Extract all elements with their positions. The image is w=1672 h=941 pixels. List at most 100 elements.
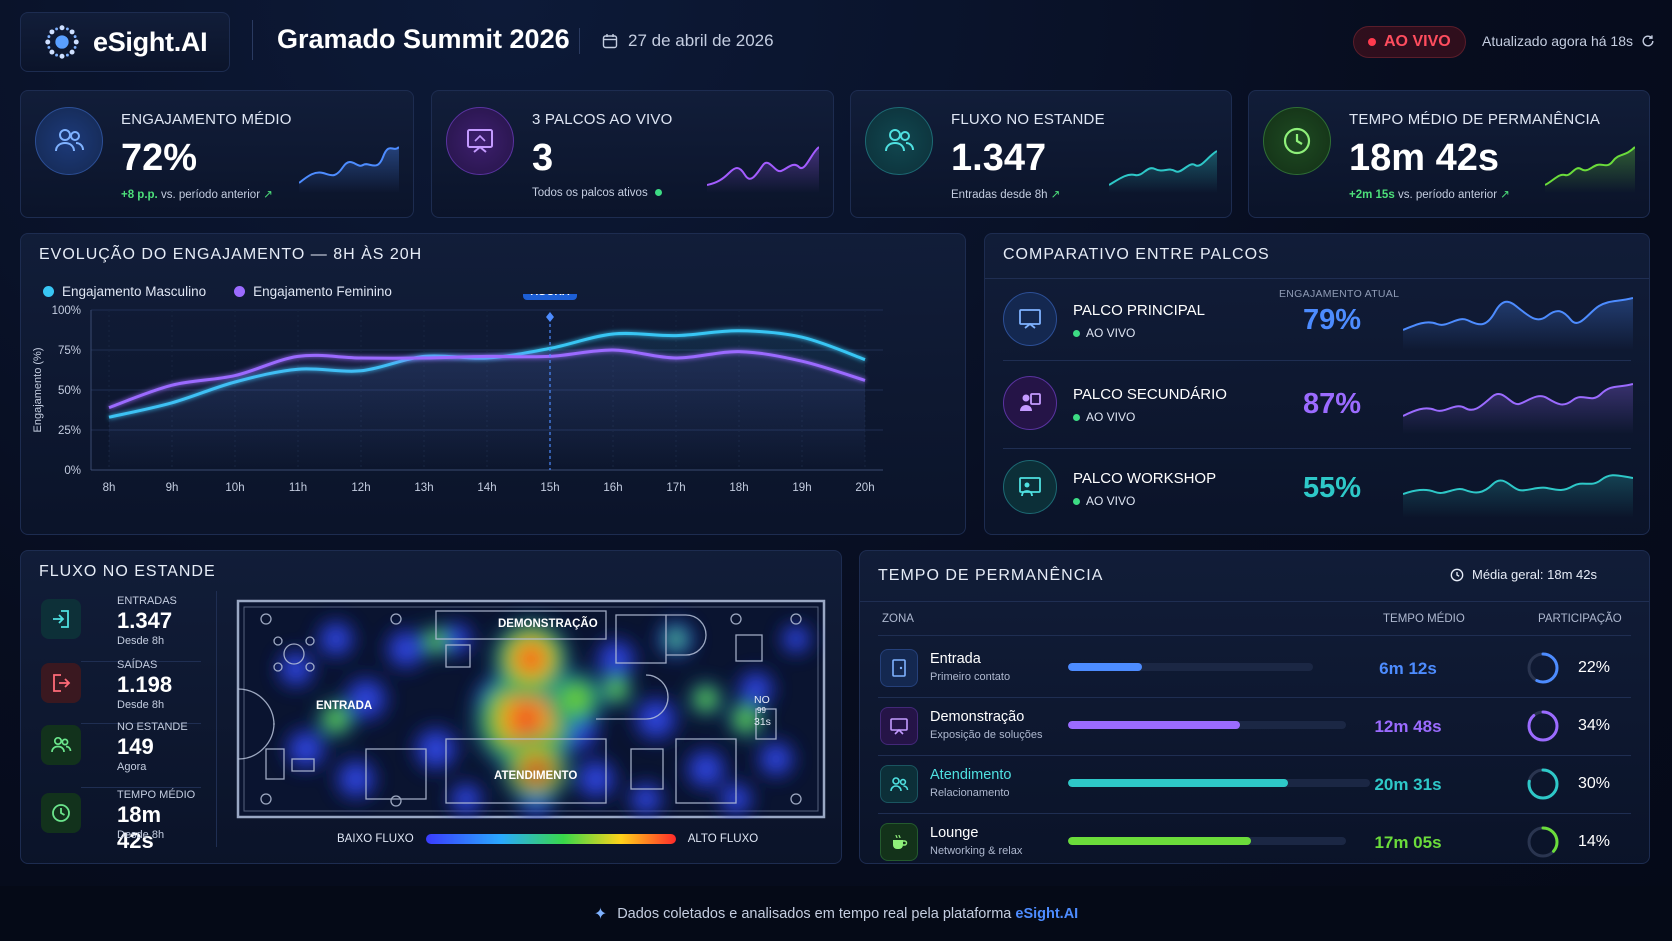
share-ring-fill [1527,710,1559,742]
time-bar [1068,663,1313,671]
divider [878,755,1631,756]
table-row[interactable]: Demonstração Exposição de soluções 12m 4… [878,697,1631,755]
zone-label-service: ATENDIMENTO [494,770,577,782]
chart-legend: Engajamento Masculino Engajamento Femini… [43,284,392,299]
flow-stat-sub: Desde 8h [117,829,165,841]
stage-row-main[interactable]: PALCO PRINCIPAL AO VIVO 79% [1003,278,1633,360]
legend-item-female[interactable]: Engajamento Feminino [234,284,392,299]
stage-name: PALCO WORKSHOP [1073,470,1217,487]
y-axis-label: Engajamento (%) [32,348,44,433]
stage-status: AO VIVO [1073,410,1135,424]
zone-name: Demonstração [930,709,1025,725]
stage-status: AO VIVO [1073,494,1135,508]
divider [1003,448,1631,449]
kpi-delta: +8 p.p. [121,189,158,201]
visitors-icon [865,107,933,175]
zone-label-31s: 31s [754,716,771,728]
zone-desc: Exposição de soluções [930,729,1043,741]
live-label: AO VIVO [1384,33,1451,50]
time-bar [1068,721,1346,729]
x-tick-label: 18h [729,482,748,494]
stage-sparkline [1403,297,1633,350]
x-tick-label: 10h [225,482,244,494]
zone-desc: Relacionamento [930,787,1010,799]
refresh-status[interactable]: Atualizado agora há 18s [1482,33,1655,49]
workshop-board-icon [1003,460,1057,514]
kpi-card-dwell-time[interactable]: TEMPO MÉDIO DE PERMANÊNCIA 18m 42s +2m 1… [1248,90,1650,218]
divider [1003,360,1631,361]
trend-up-icon: ↗ [263,189,273,201]
stage-status-label: AO VIVO [1086,410,1136,424]
col-zone: ZONA [882,613,914,625]
time-bar-fill [1068,721,1241,729]
coffee-cup-icon [880,823,918,861]
divider [860,601,1649,602]
stage-status-label: AO VIVO [1086,494,1136,508]
kpi-value: 1.347 [951,137,1047,179]
people-icon [880,765,918,803]
table-row[interactable]: Entrada Primeiro contato 6m 12s 22% [878,639,1631,697]
refresh-icon[interactable] [1641,34,1655,48]
legend-label: Engajamento Masculino [62,284,207,299]
clock-icon [1263,107,1331,175]
zone-share: 30% [1578,775,1611,792]
stand-flow-title: FLUXO NO ESTANDE [39,563,216,580]
legend-item-male[interactable]: Engajamento Masculino [43,284,206,299]
zone-label-demo: DEMONSTRAÇÃO [498,617,598,630]
kpi-subtitle: +2m 15s vs. período anterior ↗ [1349,187,1510,201]
kpi-card-engagement[interactable]: ENGAJAMENTO MÉDIO 72% +8 p.p. vs. períod… [20,90,414,218]
flow-stat-sub: Desde 8h [117,699,165,711]
updated-text: Atualizado agora há 18s [1482,33,1633,49]
flow-stat-label: TEMPO MÉDIO [117,789,196,801]
zone-desc: Networking & relax [930,845,1023,857]
x-tick-label: 17h [666,482,685,494]
footer-text: Dados coletados e analisados em tempo re… [617,906,1078,922]
trend-up-icon: ↗ [1500,189,1510,201]
kpi-sparkline [1545,146,1635,193]
kpi-card-flow[interactable]: FLUXO NO ESTANDE 1.347 Entradas desde 8h… [850,90,1232,218]
now-marker-diamond-icon [546,312,554,322]
event-date[interactable]: 27 de abril de 2026 [602,31,774,51]
people-icon [41,725,81,765]
stage-comparison-panel: COMPARATIVO ENTRE PALCOS ENGAJAMENTO ATU… [984,233,1650,535]
stand-heatmap[interactable]: DEMONSTRAÇÃO ENTRADA ATENDIMENTO NO 99 3… [236,599,826,819]
x-tick-label: 14h [477,482,496,494]
series-line-female [108,348,866,410]
col-avg-time: TEMPO MÉDIO [1383,613,1465,625]
legend-low-label: BAIXO FLUXO [337,833,414,845]
time-bar-fill [1068,663,1142,671]
status-dot-icon [654,189,662,197]
zone-name: Atendimento [930,767,1012,783]
kpi-sparkline [1109,150,1217,193]
zone-time: 20m 31s [1374,775,1442,794]
zone-share: 14% [1578,833,1611,850]
column-label: ENGAJAMENTO ATUAL [1279,288,1400,300]
divider [81,723,201,724]
kpi-sparkline [299,146,399,193]
stage-row-secondary[interactable]: PALCO SECUNDÁRIO AO VIVO 87% [1003,362,1633,444]
brand-name: eSight.AI [93,26,208,57]
table-row[interactable]: Lounge Networking & relax 17m 05s 14% [878,813,1631,871]
audience-icon [35,107,103,175]
heatmap-gradient-bar [425,834,676,844]
flow-stat-value: 1.347 [117,608,173,633]
kpi-card-stages[interactable]: 3 PALCOS AO VIVO 3 Todos os palcos ativo… [431,90,834,218]
event-title: Gramado Summit 2026 [277,24,570,54]
share-ring [1527,826,1559,858]
dwell-time-title: TEMPO DE PERMANÊNCIA [878,567,1104,584]
now-badge [523,294,577,300]
kpi-sub-text: Todos os palcos ativos [532,187,648,199]
stage-name: PALCO PRINCIPAL [1073,302,1205,319]
flow-stat-value: 18m 42s [117,802,162,853]
footer-brand-link[interactable]: eSight.AI [1015,905,1079,922]
door-icon [880,649,918,687]
flow-stat-avg-time: TEMPO MÉDIO 18m 42s Desde 8h [39,789,199,853]
footer: ✦ Dados coletados e analisados em tempo … [0,886,1672,941]
brand-logo[interactable]: eSight.AI [20,12,230,72]
table-row[interactable]: Atendimento Relacionamento 20m 31s 30% [878,755,1631,813]
sparkle-icon: ✦ [593,905,608,923]
divider [878,813,1631,814]
stage-row-workshop[interactable]: PALCO WORKSHOP AO VIVO 55% [1003,446,1633,528]
flow-stat-sub: Desde 8h [117,635,165,647]
flow-stat-sub: Agora [117,761,147,773]
